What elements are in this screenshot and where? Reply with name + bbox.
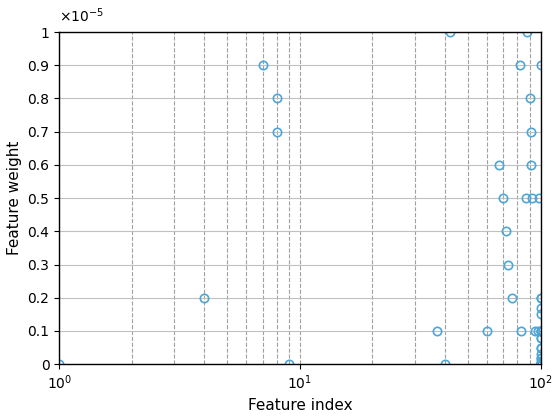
X-axis label: Feature index: Feature index (248, 398, 352, 413)
Y-axis label: Feature weight: Feature weight (7, 141, 22, 255)
Text: $\times10^{-5}$: $\times10^{-5}$ (59, 7, 104, 25)
